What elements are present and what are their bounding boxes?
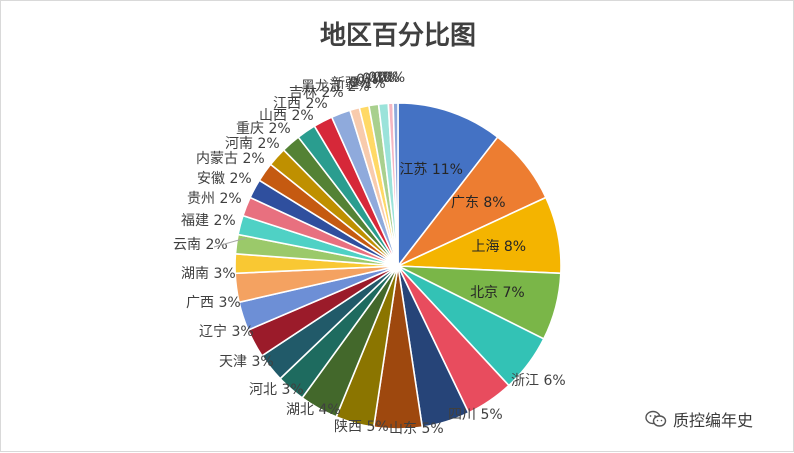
chart-title: 地区百分比图 <box>319 21 476 51</box>
slice-label-福建: 福建 2% <box>181 213 236 229</box>
slice-label-山东: 山东 5% <box>389 421 444 437</box>
pie-slice-unlabeled <box>392 102 399 267</box>
slice-label-上海: 上海 8% <box>471 239 526 255</box>
slice-label-黑龙江: 黑龙江 2% <box>301 79 370 95</box>
slice-label-陕西: 陕西 5% <box>334 419 389 435</box>
pie-labels: 江苏 11% 广东 8% 上海 8% 北京 7% 浙江 6% 四川 5%山东 5%陕西 5… <box>173 70 566 437</box>
cluster-label-3: 0% <box>368 70 390 86</box>
cluster-label-0: 0% <box>349 75 371 91</box>
slice-label-云南: 云南 2% <box>173 237 228 253</box>
slice-label-湖北: 湖北 4% <box>286 402 341 418</box>
slice-label-湖南: 湖南 3% <box>181 266 236 282</box>
slice-label-北京: 北京 7% <box>470 285 525 301</box>
slice-label-天津: 天津 3% <box>219 354 274 370</box>
slice-label-辽宁: 辽宁 3% <box>199 323 254 340</box>
slice-label-河南: 河南 2% <box>225 136 280 152</box>
cluster-label-5: 0% <box>378 70 400 86</box>
cluster-label-1: 0% <box>356 72 378 88</box>
wechat-icon <box>645 410 667 427</box>
pie-slices <box>234 102 562 430</box>
cluster-label-2: 0% <box>362 71 384 87</box>
slice-label-四川: 四川 5% <box>448 407 503 423</box>
slice-label-山西: 山西 2% <box>259 108 314 124</box>
slice-label-安徽: 安徽 2% <box>197 171 252 187</box>
slice-label-广东: 广东 8% <box>451 195 506 211</box>
slice-label-江西: 江西 2% <box>273 96 328 112</box>
slice-label-新疆: 新疆 1% <box>331 76 386 92</box>
pie-slice-江苏 <box>397 102 499 269</box>
watermark-text: 质控编年史 <box>673 411 754 430</box>
slice-label-内蒙古: 内蒙古 2% <box>196 151 265 167</box>
slice-label-贵州: 贵州 2% <box>187 191 242 207</box>
leader-line-yunnan <box>213 237 247 248</box>
slice-label-浙江: 浙江 6% <box>511 373 566 389</box>
slice-label-广西: 广西 3% <box>186 295 241 311</box>
slice-label-吉林: 吉林 2% <box>289 85 344 101</box>
slice-label-江苏: 江苏 11% <box>399 162 463 178</box>
slice-label-河北: 河北 3% <box>249 382 304 398</box>
watermark: 质控编年史 <box>645 406 753 432</box>
slice-label-重庆: 重庆 2% <box>236 121 291 137</box>
cluster-label-6: 0% <box>383 70 405 86</box>
cluster-label-4: 0% <box>373 70 395 86</box>
